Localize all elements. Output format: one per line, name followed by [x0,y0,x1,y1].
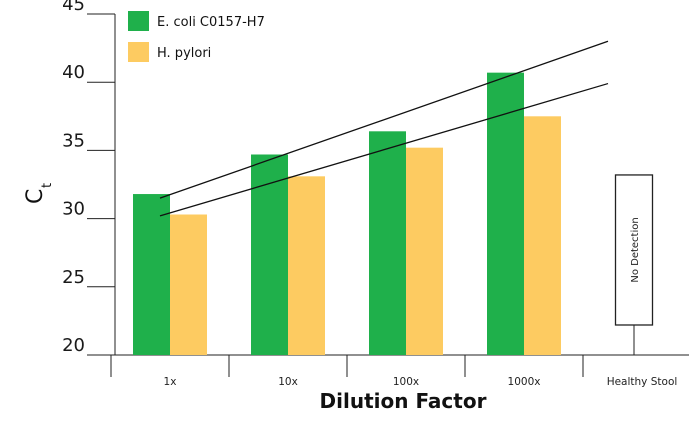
bar-hpylori-1x [170,214,207,355]
y-tick-label-45: 45 [62,0,85,15]
y-tick-label-40: 40 [62,62,85,83]
x-tick-label-2: 100x [393,376,419,388]
annotation-label-no-detection: No Detection [630,217,641,282]
x-tick-label-1: 10x [278,376,298,388]
y-tick-label-25: 25 [62,267,85,288]
x-ticks: 1x 10x 100x 1000x Healthy Stool [110,355,678,388]
y-tick-label-20: 20 [62,335,85,356]
bar-ecoli-1x [133,194,170,355]
y-axis: 20 25 30 35 40 45 [62,0,116,356]
bar-ecoli-100x [369,131,406,355]
annotations: No Detection [614,174,654,355]
trendline-ecoli [159,40,609,199]
x-axis-title: Dilution Factor [320,389,487,413]
y-tick-label-35: 35 [62,130,85,151]
trendline-hpylori [159,82,609,217]
y-ticks: 20 25 30 35 40 45 [62,0,115,356]
y-axis-title-main: C [23,189,48,204]
trendlines [159,40,609,217]
legend: E. coli C0157-H7 H. pylori [128,11,265,62]
bar-hpylori-100x [406,147,443,355]
annotation-box [614,174,654,326]
x-tick-label-0: 1x [164,376,177,388]
x-axis: 1x 10x 100x 1000x Healthy Stool [110,354,689,388]
x-tick-label-4: Healthy Stool [607,376,678,388]
bar-hpylori-1000x [524,116,561,355]
y-axis-title: C t [23,183,55,204]
bar-ecoli-1000x [487,72,524,355]
y-axis-title-subscript: t [40,183,55,188]
legend-swatch-hpylori [128,42,149,62]
legend-label-hpylori: H. pylori [157,46,211,61]
bars [133,72,561,355]
bar-ecoli-10x [251,154,288,355]
y-tick-label-30: 30 [62,199,85,220]
bar-hpylori-10x [288,176,325,355]
legend-swatch-ecoli [128,11,149,31]
legend-label-ecoli: E. coli C0157-H7 [157,15,265,30]
x-tick-label-3: 1000x [508,376,541,388]
